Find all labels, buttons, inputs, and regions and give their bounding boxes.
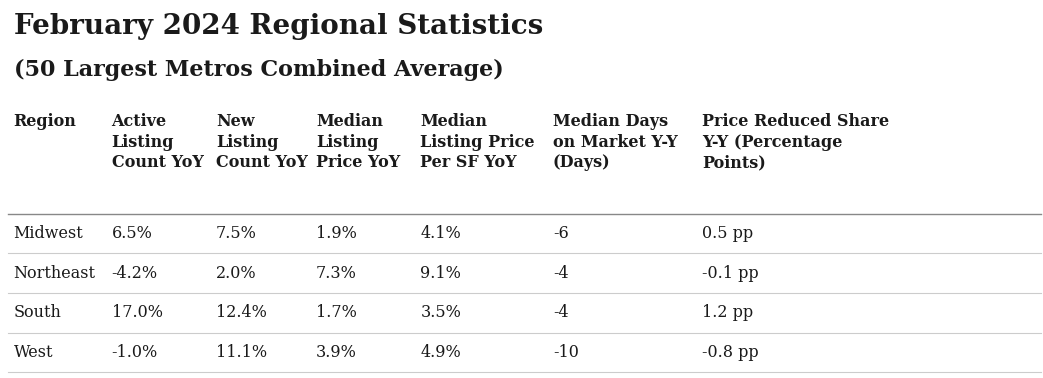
Text: -4: -4 [553, 305, 568, 321]
Text: Region: Region [14, 113, 76, 130]
Text: 7.5%: 7.5% [216, 225, 257, 242]
Text: 3.9%: 3.9% [316, 344, 357, 361]
Text: -4: -4 [553, 265, 568, 282]
Text: Price Reduced Share
Y-Y (Percentage
Points): Price Reduced Share Y-Y (Percentage Poin… [702, 113, 889, 171]
Text: 7.3%: 7.3% [316, 265, 357, 282]
Text: West: West [14, 344, 53, 361]
Text: Northeast: Northeast [14, 265, 96, 282]
Text: 0.5 pp: 0.5 pp [702, 225, 753, 242]
Text: 9.1%: 9.1% [420, 265, 461, 282]
Text: 3.5%: 3.5% [420, 305, 461, 321]
Text: -6: -6 [553, 225, 568, 242]
Text: Active
Listing
Count YoY: Active Listing Count YoY [112, 113, 203, 171]
Text: -1.0%: -1.0% [112, 344, 157, 361]
Text: -10: -10 [553, 344, 579, 361]
Text: 2.0%: 2.0% [216, 265, 257, 282]
Text: -0.1 pp: -0.1 pp [702, 265, 758, 282]
Text: Median
Listing Price
Per SF YoY: Median Listing Price Per SF YoY [420, 113, 535, 171]
Text: 4.1%: 4.1% [420, 225, 461, 242]
Text: 11.1%: 11.1% [216, 344, 267, 361]
Text: 4.9%: 4.9% [420, 344, 461, 361]
Text: 1.7%: 1.7% [316, 305, 357, 321]
Text: South: South [14, 305, 62, 321]
Text: February 2024 Regional Statistics: February 2024 Regional Statistics [14, 13, 542, 40]
Text: 6.5%: 6.5% [112, 225, 152, 242]
Text: New
Listing
Count YoY: New Listing Count YoY [216, 113, 308, 171]
Text: 1.2 pp: 1.2 pp [702, 305, 753, 321]
Text: 1.9%: 1.9% [316, 225, 357, 242]
Text: Midwest: Midwest [14, 225, 83, 242]
Text: -0.8 pp: -0.8 pp [702, 344, 758, 361]
Text: Median
Listing
Price YoY: Median Listing Price YoY [316, 113, 401, 171]
Text: 17.0%: 17.0% [112, 305, 163, 321]
Text: -4.2%: -4.2% [112, 265, 157, 282]
Text: (50 Largest Metros Combined Average): (50 Largest Metros Combined Average) [14, 59, 504, 81]
Text: Median Days
on Market Y-Y
(Days): Median Days on Market Y-Y (Days) [553, 113, 678, 171]
Text: 12.4%: 12.4% [216, 305, 267, 321]
